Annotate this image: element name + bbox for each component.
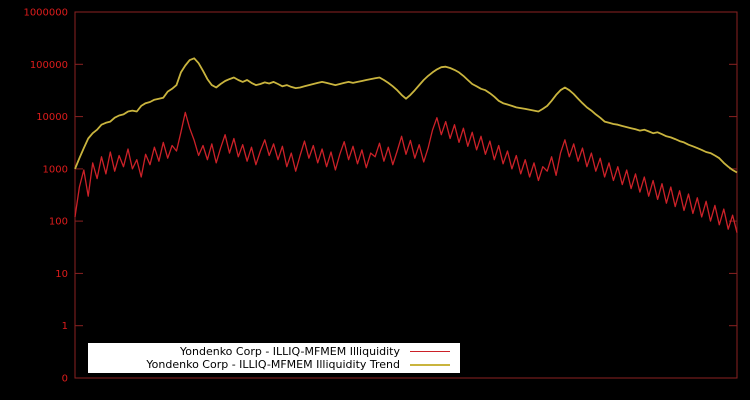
legend-item-trend: Yondenko Corp - ILLIQ-MFMEM Illiquidity … <box>88 358 460 371</box>
plot-border <box>74 11 738 379</box>
y-tick-label: 0 <box>62 374 68 385</box>
legend-label-trend: Yondenko Corp - ILLIQ-MFMEM Illiquidity … <box>146 358 400 371</box>
y-tick-label: 10000 <box>36 112 68 123</box>
y-tick-label: 1 <box>62 321 68 332</box>
y-tick-label: 100000 <box>30 60 68 71</box>
legend-label-illiquidity: Yondenko Corp - ILLIQ-MFMEM Illiquidity <box>180 345 400 358</box>
y-tick-label: 1000 <box>43 164 68 175</box>
legend-line-sample-trend <box>410 363 450 366</box>
y-tick-label: 100 <box>49 217 68 228</box>
legend: Yondenko Corp - ILLIQ-MFMEM Illiquidity … <box>88 343 460 373</box>
y-tick-label: 10 <box>55 269 68 280</box>
series-line-illiquidity <box>74 111 738 233</box>
series-line-trend <box>74 57 738 174</box>
legend-item-illiquidity: Yondenko Corp - ILLIQ-MFMEM Illiquidity <box>88 345 460 358</box>
legend-line-sample-illiquidity <box>410 351 450 352</box>
y-tick-label: 1000000 <box>23 8 68 19</box>
